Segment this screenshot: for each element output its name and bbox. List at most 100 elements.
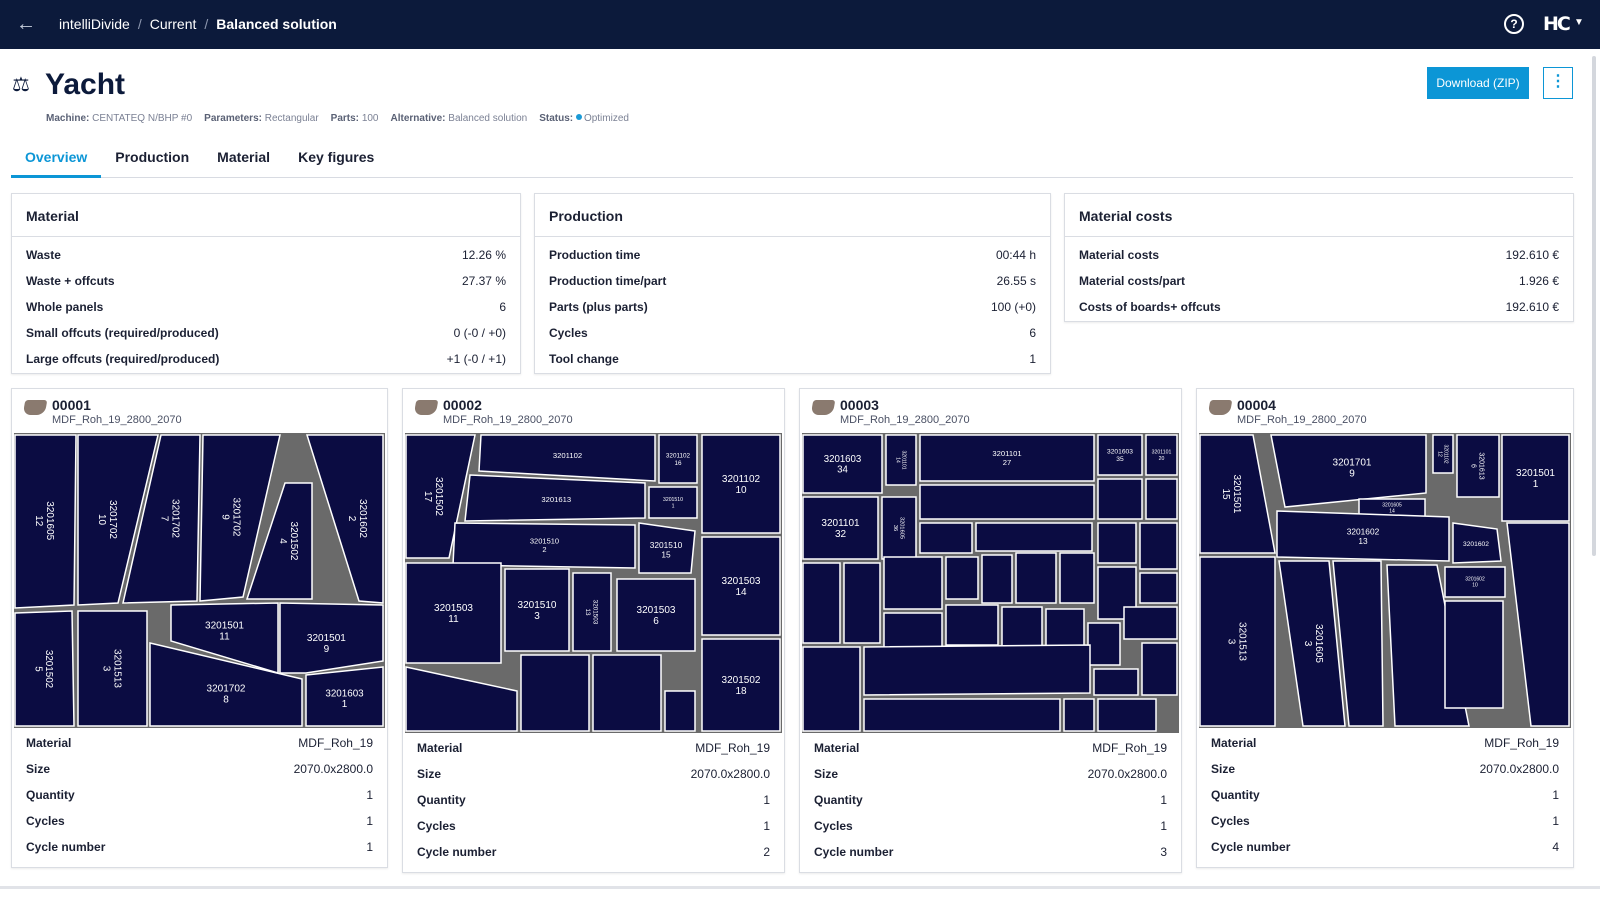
question-circle-icon[interactable]: ? <box>1504 14 1524 34</box>
page-title: Yacht <box>45 68 126 101</box>
kv-row: Cycle number 2 <box>403 839 784 865</box>
part-label-text: 8 <box>223 694 229 705</box>
kv-row: Cycle number 4 <box>1197 834 1573 860</box>
board-stack-icon <box>413 400 439 415</box>
cutting-plan-image[interactable]: 3201501 15 3201701 9 3201102 12 3201613 6 320150… <box>1199 433 1571 728</box>
kv-value: 2 <box>763 845 770 859</box>
kv-row: Waste 12.26 % <box>12 242 520 268</box>
kv-value: 100 (+0) <box>990 300 1036 314</box>
part-label-text: 3201602 <box>1347 527 1380 537</box>
kv-value: 27.37 % <box>461 274 506 288</box>
panel-id: 00004 <box>1237 397 1276 413</box>
kv-key: Waste <box>26 248 61 262</box>
kv-row: Cycle number 3 <box>800 839 1181 865</box>
kv-row: Production time 00:44 h <box>535 242 1050 268</box>
part-label-text: 3 <box>534 611 540 622</box>
part-label-text: 6 <box>1470 464 1477 468</box>
scrollbar[interactable] <box>1592 56 1596 556</box>
caret-down-icon[interactable]: ▼ <box>1574 17 1584 28</box>
part-label-text: 13 <box>1358 536 1368 546</box>
top-bar: ← intelliDivide / Current / Balanced sol… <box>0 0 1600 49</box>
cutting-plan-image[interactable]: 3201605 12 3201702 10 3201702 7 3201702 9 320160… <box>14 433 385 728</box>
part-label-text: 1 <box>672 503 675 509</box>
cutting-plan-image[interactable]: 3201502 17 3201102 3201102 16 3201102 10 320161… <box>405 433 782 733</box>
kv-value: 6 <box>499 300 506 314</box>
card-title: Material <box>12 194 520 237</box>
part-label-text: 10 <box>735 485 747 496</box>
tab-material[interactable]: Material <box>217 149 271 165</box>
board-stack-icon <box>22 400 48 415</box>
kv-key: Material <box>26 736 72 750</box>
kv-key: Material costs <box>1079 248 1160 262</box>
tab-key-figures[interactable]: Key figures <box>298 149 375 165</box>
arrow-left-icon[interactable]: ← <box>16 13 36 35</box>
kv-key: Parts (plus parts) <box>549 300 648 314</box>
kv-key: Costs of boards+ offcuts <box>1079 300 1221 314</box>
part-label-text: 3 <box>1226 639 1237 645</box>
kv-value: MDF_Roh_19 <box>1484 736 1559 750</box>
kv-key: Cycles <box>1211 814 1250 828</box>
panel-card[interactable]: 00003 MDF_Roh_19_2800_2070 <box>799 388 1182 873</box>
kv-key: Quantity <box>417 793 466 807</box>
part-label: 3201613 <box>541 495 571 504</box>
kv-row: Size 2070.0x2800.0 <box>12 756 387 782</box>
part-label-text: 3201605 <box>1382 503 1402 509</box>
breadcrumb-item-app[interactable]: intelliDivide <box>59 16 130 32</box>
part-label-text: 3201603 <box>1107 448 1133 455</box>
kv-key: Material costs/part <box>1079 274 1186 288</box>
kv-row: Size 2070.0x2800.0 <box>800 761 1181 787</box>
cutting-plan-image[interactable]: 3201603 34 3201101 14 3201101 27 3201603 35 3201… <box>802 433 1179 733</box>
tab-production[interactable]: Production <box>115 149 190 165</box>
meta-parameters: Parameters: Rectangular <box>204 113 319 124</box>
panel-card[interactable]: 00004 MDF_Roh_19_2800_2070 <box>1196 388 1574 868</box>
kv-row: Size 2070.0x2800.0 <box>403 761 784 787</box>
part-label-text: 4 <box>277 538 288 544</box>
kv-value: 192.610 € <box>1505 248 1559 262</box>
download-zip-button[interactable]: Download (ZIP) <box>1427 67 1529 99</box>
board-stack-icon <box>810 400 836 415</box>
card-body: Material costs 192.610 € Material costs/p… <box>1065 237 1573 320</box>
kv-row: Quantity 1 <box>1197 782 1573 808</box>
part-label-text: 3201513 <box>112 649 123 688</box>
kv-value: MDF_Roh_19 <box>298 736 373 750</box>
kv-row: Cycles 1 <box>800 813 1181 839</box>
breadcrumb-item-current[interactable]: Current <box>149 16 197 32</box>
board-stack-icon <box>1207 400 1233 415</box>
kv-value: 12.26 % <box>461 248 506 262</box>
panel-card[interactable]: 00002 MDF_Roh_19_2800_2070 <box>402 388 785 873</box>
kv-key: Production time/part <box>549 274 667 288</box>
kv-value: MDF_Roh_19 <box>1092 741 1167 755</box>
kv-value: 1 <box>1160 819 1167 833</box>
part-label-text: 3201501 <box>1231 475 1242 514</box>
vertical-dots-icon[interactable]: ⋮ <box>1543 67 1573 99</box>
tab-overview[interactable]: Overview <box>11 140 102 178</box>
tab-bar: Overview Production Material Key figures <box>11 140 1573 178</box>
panel-details: Material MDF_Roh_19 Size 2070.0x2800.0 Qua… <box>12 730 387 860</box>
kv-value: 1 <box>366 814 373 828</box>
part-label-text: 3201501 <box>205 620 244 631</box>
panel-card[interactable]: 00001 MDF_Roh_19_2800_2070 3201605 12 3201… <box>11 388 388 868</box>
kv-value: 1 <box>366 788 373 802</box>
kv-key: Size <box>417 767 442 781</box>
kv-key: Quantity <box>1211 788 1260 802</box>
material-summary-card: Material Waste 12.26 % Waste + offcuts 27.… <box>11 193 521 374</box>
kv-key: Size <box>1211 762 1236 776</box>
part-label-text: 9 <box>1349 468 1355 479</box>
kv-key: Size <box>26 762 51 776</box>
brand-logo[interactable]: HC <box>1543 13 1571 35</box>
part-label-text: 5 <box>32 666 43 672</box>
part-label-text: 15 <box>661 549 671 559</box>
panel-id: 00001 <box>52 397 91 413</box>
